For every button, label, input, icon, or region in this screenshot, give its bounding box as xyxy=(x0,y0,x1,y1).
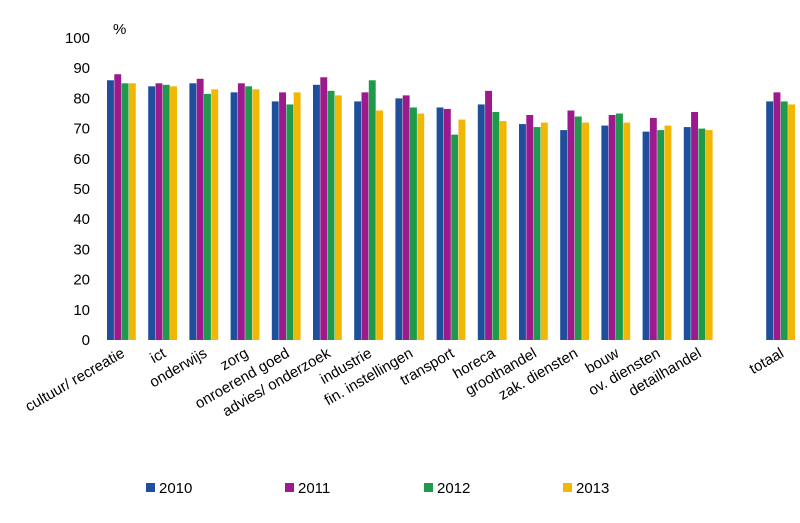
bar-2012 xyxy=(245,86,253,340)
bar-2011 xyxy=(485,90,492,340)
bar-2013 xyxy=(252,89,260,340)
y-axis: 0 10 20 30 40 50 60 70 80 90 100 xyxy=(65,30,90,349)
bar-2013 xyxy=(170,86,177,340)
x-tick-label: ict xyxy=(147,344,169,367)
bar-2013 xyxy=(376,110,383,340)
legend-swatch-2013 xyxy=(563,483,572,492)
y-tick-label: 20 xyxy=(73,272,90,289)
bar-2012 xyxy=(204,93,211,341)
bar-2010 xyxy=(148,86,156,340)
bar-2012 xyxy=(616,113,623,340)
bar-2012 xyxy=(492,111,500,341)
bar-2010 xyxy=(189,83,197,341)
y-tick-label: 70 xyxy=(73,121,90,138)
bar-2011 xyxy=(526,115,534,340)
bar-2010 xyxy=(354,101,362,340)
y-tick-label: 0 xyxy=(82,332,90,349)
bar-2011 xyxy=(114,74,122,341)
x-tick-label: cultuur/ recreatie xyxy=(22,345,127,416)
legend-label-2010: 2010 xyxy=(159,480,192,497)
bar-2011 xyxy=(649,118,657,340)
bar-2012 xyxy=(286,104,294,340)
bar-2011 xyxy=(691,111,698,341)
bar-2011 xyxy=(237,83,245,341)
bar-2011 xyxy=(567,110,575,340)
bar-2012 xyxy=(780,101,788,340)
bar-2012 xyxy=(121,83,129,341)
bar-2010 xyxy=(271,101,279,340)
y-tick-label: 100 xyxy=(65,30,90,47)
bar-2012 xyxy=(574,116,582,341)
bar-2010 xyxy=(642,131,650,340)
bar-2013 xyxy=(334,95,342,340)
bar-2012 xyxy=(368,80,376,340)
y-tick-label: 40 xyxy=(73,211,90,228)
bar-2012 xyxy=(451,134,459,340)
bar-2011 xyxy=(155,83,163,341)
bar-2013 xyxy=(705,130,713,340)
bar-2010 xyxy=(230,92,238,340)
bar-2013 xyxy=(788,104,795,340)
bar-2013 xyxy=(664,125,672,340)
bar-2010 xyxy=(683,127,691,340)
bar-2012 xyxy=(410,107,417,341)
bar-2011 xyxy=(773,92,781,340)
bar-2011 xyxy=(608,115,616,340)
bar-2012 xyxy=(533,127,541,340)
bar-2013 xyxy=(623,122,631,340)
bar-2010 xyxy=(395,98,403,341)
bar-2013 xyxy=(499,121,507,340)
bar-2010 xyxy=(436,107,444,341)
bar-2011 xyxy=(320,77,328,340)
bar-2011 xyxy=(279,92,286,340)
bar-2011 xyxy=(443,108,451,340)
bar-2011 xyxy=(361,92,369,340)
bar-2013 xyxy=(417,113,425,340)
y-tick-label: 50 xyxy=(73,181,90,198)
bar-2013 xyxy=(128,83,136,341)
bar-2011 xyxy=(196,78,204,341)
y-axis-unit-label: % xyxy=(113,21,126,38)
y-tick-label: 80 xyxy=(73,90,90,107)
bar-2012 xyxy=(698,128,706,340)
bar-2010 xyxy=(477,104,485,340)
legend: 2010 2011 2012 2013 xyxy=(146,480,609,497)
bar-2010 xyxy=(766,101,774,340)
legend-label-2013: 2013 xyxy=(576,480,609,497)
bar-2013 xyxy=(211,89,219,340)
bar-2013 xyxy=(540,122,548,340)
y-tick-label: 60 xyxy=(73,151,90,168)
plot-area xyxy=(107,74,795,341)
legend-swatch-2012 xyxy=(424,483,433,492)
y-tick-label: 90 xyxy=(73,60,90,77)
bar-2010 xyxy=(519,124,526,340)
legend-label-2011: 2011 xyxy=(298,480,330,497)
legend-swatch-2010 xyxy=(146,483,155,492)
y-tick-label: 10 xyxy=(73,302,90,319)
bar-2010 xyxy=(313,84,320,340)
bar-2010 xyxy=(107,80,114,340)
bar-2010 xyxy=(560,130,568,340)
x-tick-label: totaal xyxy=(747,345,787,378)
legend-swatch-2011 xyxy=(285,483,294,492)
bar-2011 xyxy=(402,95,410,340)
bar-2013 xyxy=(458,119,466,340)
legend-label-2012: 2012 xyxy=(437,480,470,497)
bar-2010 xyxy=(601,125,609,340)
bar-2013 xyxy=(293,92,301,340)
bar-2012 xyxy=(327,90,335,340)
y-tick-label: 30 xyxy=(73,241,90,258)
bar-2012 xyxy=(657,130,665,340)
bar-2013 xyxy=(582,122,589,340)
bar-2012 xyxy=(162,84,170,340)
